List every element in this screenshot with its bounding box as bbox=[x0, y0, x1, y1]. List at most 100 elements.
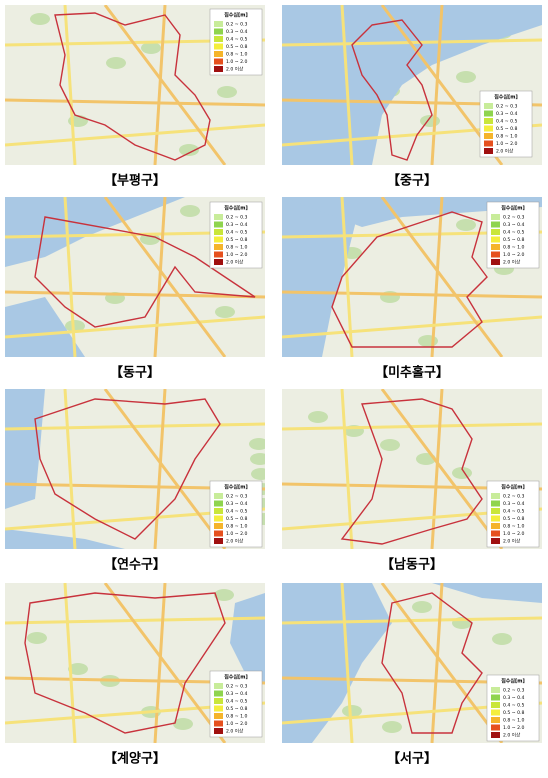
park bbox=[214, 589, 234, 601]
map-panel: 침수심[m] 0.2 ~ 0.30.3 ~ 0.4 0.4 ~ 0.50.5 ~ 0… bbox=[282, 197, 542, 357]
legend-swatch bbox=[491, 508, 500, 514]
park bbox=[380, 439, 400, 451]
legend: 침수심[m] 0.2 ~ 0.30.3 ~ 0.4 0.4 ~ 0.50.5 ~ 0… bbox=[486, 201, 540, 269]
district-boundary bbox=[54, 12, 211, 161]
legend-title: 침수심[m] bbox=[224, 484, 248, 491]
legend-title: 침수심[m] bbox=[224, 205, 248, 212]
legend-swatch bbox=[214, 523, 223, 529]
map bbox=[282, 5, 542, 165]
legend-label: 0.8 ~ 1.0 bbox=[226, 52, 247, 58]
legend-swatch bbox=[491, 229, 500, 235]
park bbox=[249, 438, 265, 450]
park bbox=[140, 233, 160, 245]
legend-label: 0.4 ~ 0.5 bbox=[226, 230, 247, 236]
legend-label: 0.5 ~ 0.8 bbox=[226, 44, 247, 50]
legend: 침수심[m] 0.2 ~ 0.30.3 ~ 0.4 0.4 ~ 0.50.5 ~ 0… bbox=[209, 8, 263, 76]
legend-swatch bbox=[484, 110, 493, 117]
road bbox=[282, 616, 542, 625]
legend-label: 0.4 ~ 0.5 bbox=[226, 699, 247, 705]
legend: 침수심[m] 0.2 ~ 0.30.3 ~ 0.4 0.4 ~ 0.50.5 ~ 0… bbox=[209, 670, 263, 738]
legend-swatch bbox=[214, 244, 223, 250]
legend-swatch bbox=[214, 236, 223, 243]
legend-swatch bbox=[214, 58, 223, 65]
park bbox=[106, 57, 126, 69]
legend-swatch bbox=[491, 214, 500, 220]
legend-label: 0.3 ~ 0.4 bbox=[503, 501, 524, 507]
park bbox=[141, 42, 161, 54]
legend: 침수심[m] 0.2 ~ 0.30.3 ~ 0.4 0.4 ~ 0.50.5 ~ 0… bbox=[209, 201, 263, 269]
legend-label: 0.2 ~ 0.3 bbox=[503, 688, 524, 694]
caption: 【동구】 bbox=[110, 365, 160, 381]
legend-label: 2.0 이상 bbox=[496, 148, 514, 155]
legend-label: 0.4 ~ 0.5 bbox=[503, 230, 524, 236]
caption: 【중구】 bbox=[387, 173, 437, 189]
legend-swatch bbox=[491, 702, 500, 708]
water bbox=[282, 197, 542, 227]
legend-swatch bbox=[491, 259, 500, 265]
legend-swatch bbox=[214, 214, 223, 220]
legend-swatch bbox=[214, 538, 223, 544]
legend-label: 1.0 ~ 2.0 bbox=[503, 252, 524, 258]
legend-label: 0.8 ~ 1.0 bbox=[226, 245, 247, 251]
legend-label: 0.5 ~ 0.8 bbox=[496, 126, 517, 132]
legend-title: 침수심[m] bbox=[494, 94, 518, 101]
park bbox=[173, 718, 193, 730]
legend-swatch bbox=[214, 713, 223, 719]
park bbox=[308, 411, 328, 423]
legend-swatch bbox=[491, 530, 500, 537]
legend-label: 0.5 ~ 0.8 bbox=[503, 710, 524, 716]
park bbox=[27, 632, 47, 644]
district-boundary bbox=[34, 216, 256, 328]
legend-label: 2.0 이상 bbox=[226, 538, 244, 545]
legend-label: 1.0 ~ 2.0 bbox=[226, 721, 247, 727]
legend-label: 0.8 ~ 1.0 bbox=[226, 524, 247, 530]
legend-label: 0.5 ~ 0.8 bbox=[503, 516, 524, 522]
road bbox=[5, 290, 265, 299]
legend-swatch bbox=[214, 500, 223, 507]
legend-swatch bbox=[491, 221, 500, 228]
road bbox=[153, 389, 167, 549]
park bbox=[215, 306, 235, 318]
road bbox=[430, 389, 444, 549]
legend-swatch bbox=[214, 251, 223, 258]
map-panel: 침수심[m] 0.2 ~ 0.30.3 ~ 0.4 0.4 ~ 0.50.5 ~ 0… bbox=[5, 197, 265, 357]
legend-swatch bbox=[491, 687, 500, 693]
road bbox=[103, 197, 227, 357]
road bbox=[380, 389, 504, 549]
legend-label: 2.0 이상 bbox=[503, 538, 521, 545]
legend-title: 침수심[m] bbox=[224, 12, 248, 19]
district-boundary bbox=[340, 398, 483, 545]
legend: 침수심[m] 0.2 ~ 0.30.3 ~ 0.4 0.4 ~ 0.50.5 ~ 0… bbox=[479, 90, 533, 158]
road bbox=[103, 583, 227, 743]
legend-swatch bbox=[214, 21, 223, 27]
district-boundary bbox=[381, 592, 483, 734]
legend-swatch bbox=[214, 259, 223, 265]
map-panel: 침수심[m] 0.2 ~ 0.30.3 ~ 0.4 0.4 ~ 0.50.5 ~ 0… bbox=[5, 583, 265, 743]
road bbox=[282, 38, 542, 47]
map bbox=[282, 197, 542, 357]
legend-swatch bbox=[214, 698, 223, 704]
park bbox=[492, 633, 512, 645]
legend-swatch bbox=[491, 724, 500, 731]
legend-swatch bbox=[214, 508, 223, 514]
park bbox=[456, 219, 476, 231]
road bbox=[5, 315, 265, 339]
legend-label: 0.4 ~ 0.5 bbox=[503, 509, 524, 515]
legend-swatch bbox=[214, 43, 223, 50]
legend-swatch bbox=[484, 133, 493, 139]
map-panel: 침수심[m] 0.2 ~ 0.30.3 ~ 0.4 0.4 ~ 0.50.5 ~ 0… bbox=[282, 583, 542, 743]
legend-swatch bbox=[491, 515, 500, 522]
legend-title: 침수심[m] bbox=[501, 205, 525, 212]
road bbox=[5, 123, 265, 147]
legend-swatch bbox=[214, 683, 223, 689]
park bbox=[68, 663, 88, 675]
legend-swatch bbox=[484, 148, 493, 154]
legend-swatch bbox=[214, 515, 223, 522]
legend-swatch bbox=[491, 523, 500, 529]
park bbox=[65, 320, 85, 332]
legend-swatch bbox=[491, 251, 500, 258]
legend-label: 0.2 ~ 0.3 bbox=[226, 22, 247, 28]
map-panel: 침수심[m] 0.2 ~ 0.30.3 ~ 0.4 0.4 ~ 0.50.5 ~ 0… bbox=[282, 5, 542, 165]
legend-swatch bbox=[214, 493, 223, 499]
legend-swatch bbox=[491, 244, 500, 250]
